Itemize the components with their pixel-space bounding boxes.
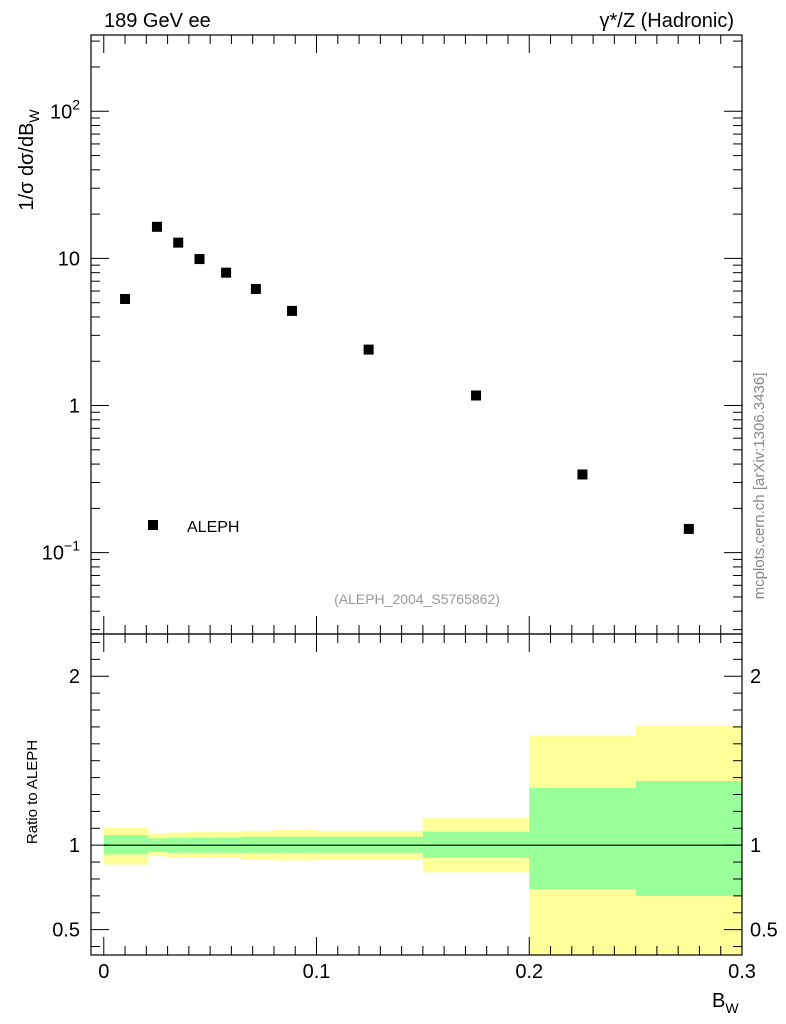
green-band-bin-10: [635, 780, 742, 896]
process-title: γ*/Z (Hadronic): [600, 10, 734, 32]
aleph-data-point: [287, 305, 298, 316]
x-axis-label: BW: [712, 990, 739, 1016]
x-tick-label-2: 0.2: [515, 961, 543, 983]
green-band-bin-9: [529, 787, 636, 890]
legend-label: ALEPH: [187, 519, 239, 536]
main-y-tick-label-3: 102: [50, 96, 80, 123]
aleph-data-point: [120, 293, 131, 304]
energy-title: 189 GeV ee: [104, 10, 211, 32]
aleph-data-point: [194, 254, 205, 265]
x-tick-label-1: 0.1: [303, 961, 331, 983]
ratio-uncertainty-bands: [103, 725, 742, 955]
ratio-y-tick-label-right-2: 2: [750, 666, 761, 688]
aleph-data-point: [173, 237, 184, 248]
main-y-tick-label-2: 10: [58, 248, 80, 270]
main-y-tick-label-1: 1: [69, 396, 80, 418]
ratio-y-tick-label-right-0: 0.5: [750, 920, 778, 942]
ratio-y-tick-label-left-0: 0.5: [52, 920, 80, 942]
main-frame: [90, 34, 743, 635]
ratio-y-axis-label: Ratio to ALEPH: [24, 740, 41, 844]
aleph-data-point: [577, 469, 588, 480]
aleph-data-point: [471, 390, 482, 401]
main-plot-area: [90, 34, 743, 635]
x-tick-label-0: 0: [98, 961, 109, 983]
legend-marker: [148, 520, 158, 530]
ratio-y-tick-label-left-1: 1: [69, 835, 80, 857]
watermark-text: mcplots.cern.ch [arXiv:1306.3436]: [751, 373, 768, 600]
analysis-id-label: (ALEPH_2004_S5765862): [334, 591, 500, 607]
x-tick-label-3: 0.3: [728, 961, 756, 983]
ratio-y-tick-label-left-2: 2: [69, 666, 80, 688]
main-y-axis-label: 1/σ dσ/dBW: [16, 109, 42, 211]
aleph-data-point: [221, 267, 232, 278]
aleph-data-point: [151, 221, 162, 232]
ratio-axis-ticks: 0.5 0.5 1 1 2 2 0 0.1 0.2 0.3: [52, 633, 778, 983]
aleph-data-series: [120, 221, 694, 534]
aleph-data-point: [683, 523, 694, 534]
main-y-ticks: 10−1 1 10 102: [42, 35, 743, 634]
aleph-data-point: [250, 283, 261, 294]
aleph-data-point: [363, 344, 374, 355]
ratio-y-tick-label-right-1: 1: [750, 835, 761, 857]
main-y-tick-label-0: 10−1: [42, 538, 80, 565]
